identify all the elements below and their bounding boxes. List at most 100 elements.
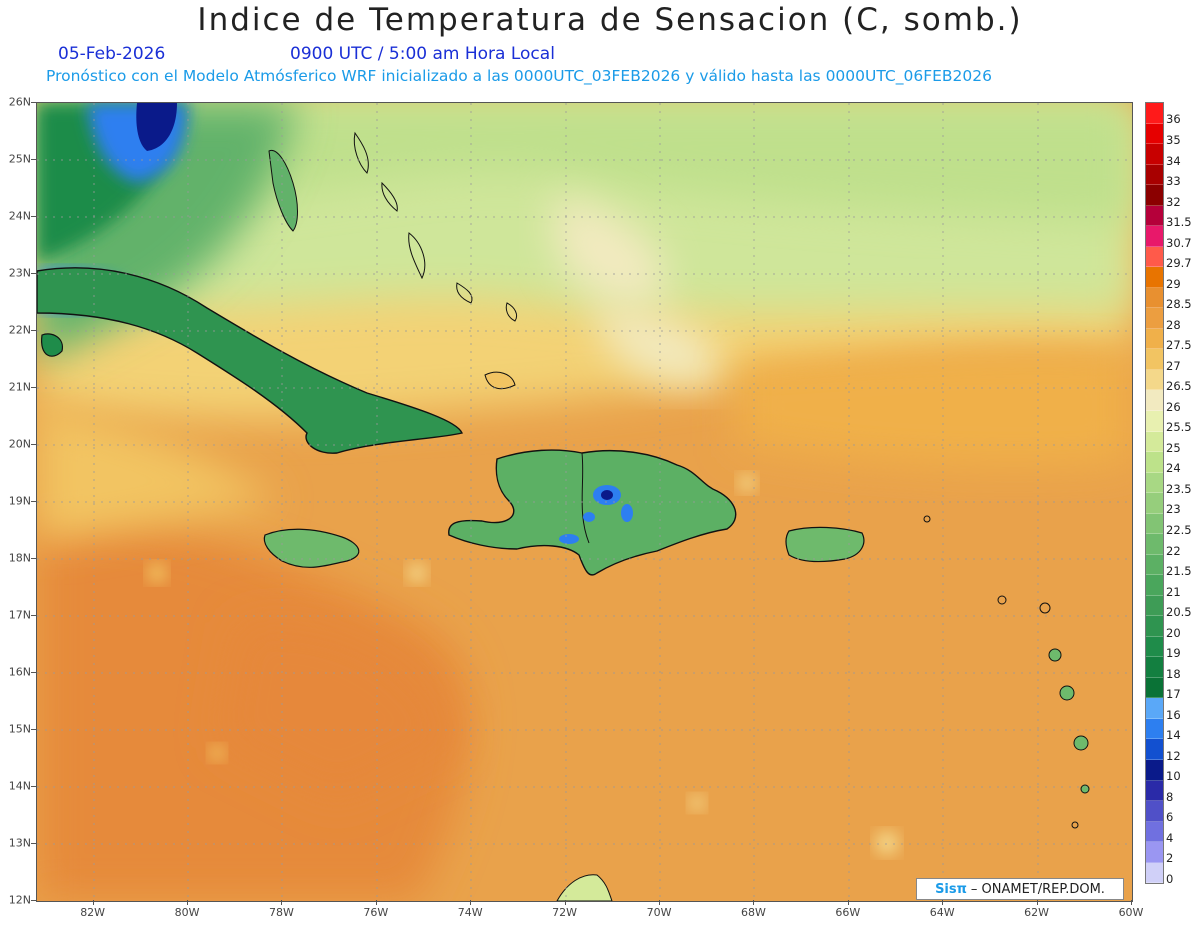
color-swatch [1146,718,1163,740]
color-label: 17 [1166,687,1181,702]
color-label: 24 [1166,461,1181,476]
color-swatch [1146,821,1163,843]
lat-label: 18N [8,551,31,565]
lon-label: 72W [552,906,578,919]
lat-tick [31,729,36,730]
color-label: 8 [1166,789,1174,804]
forecast-time: 0900 UTC / 5:00 am Hora Local [290,44,555,64]
color-label: 29.7 [1166,256,1192,271]
color-label: 27.5 [1166,338,1192,353]
lat-tick [31,786,36,787]
color-label: 28.5 [1166,297,1192,312]
lon-tick [659,900,661,905]
lat-label: 14N [8,779,31,793]
color-label: 27 [1166,358,1181,373]
color-swatch [1146,657,1163,678]
color-swatch [1146,246,1163,268]
credit-text: – ONAMET/REP.DOM. [970,881,1105,897]
lat-tick [31,159,36,160]
color-swatch [1146,308,1163,329]
lat-tick [31,843,36,844]
credit-brand: Sisπ [935,881,967,897]
color-swatch [1146,636,1163,658]
color-swatch [1146,452,1163,473]
lon-label: 78W [268,906,294,919]
lon-tick [564,900,566,905]
color-swatch [1146,677,1163,699]
color-label: 34 [1166,153,1181,168]
color-swatch [1146,739,1163,760]
color-swatch [1146,205,1163,227]
color-label: 23.5 [1166,481,1192,496]
color-swatch [1146,390,1163,411]
heat-index-map [36,102,1133,902]
color-swatch [1146,349,1163,370]
lat-tick [31,216,36,217]
color-swatch [1146,760,1163,781]
color-swatch [1146,267,1163,288]
color-label: 18 [1166,666,1181,681]
chart-title: Indice de Temperatura de Sensacion (C, s… [197,2,1023,38]
lon-label: 82W [80,906,106,919]
color-swatch [1146,103,1163,124]
credit-box: Sisπ – ONAMET/REP.DOM. [916,878,1124,900]
color-swatch [1146,842,1163,863]
lon-tick [281,900,283,905]
lon-tick [942,900,944,905]
lat-label: 19N [8,494,31,508]
lon-tick [187,900,189,905]
color-swatch [1146,185,1163,206]
color-label: 36 [1166,112,1181,127]
color-label: 16 [1166,707,1181,722]
color-swatch [1146,410,1163,432]
color-label: 20 [1166,625,1181,640]
lon-tick [847,900,849,905]
color-swatch [1146,144,1163,165]
color-swatch [1146,513,1163,535]
color-swatch [1146,780,1163,802]
lat-tick [31,501,36,502]
lat-tick [31,102,36,103]
forecast-date: 05-Feb-2026 [58,44,166,64]
color-swatch [1146,287,1163,309]
lat-tick [31,444,36,445]
lat-tick [31,900,36,901]
color-label: 22 [1166,543,1181,558]
color-label: 25.5 [1166,420,1192,435]
lat-tick [31,330,36,331]
lon-label: 62W [1024,906,1050,919]
color-swatch [1146,862,1163,884]
color-swatch [1146,226,1163,247]
lat-tick [31,615,36,616]
color-swatch [1146,472,1163,494]
color-label: 31.5 [1166,215,1192,230]
color-label: 19 [1166,646,1181,661]
color-label: 25 [1166,440,1181,455]
lat-label: 22N [8,323,31,337]
lat-label: 13N [8,836,31,850]
lon-label: 74W [457,906,483,919]
color-label: 32 [1166,194,1181,209]
lat-label: 17N [8,608,31,622]
color-swatch [1146,123,1163,145]
lat-label: 25N [8,152,31,166]
color-label: 26.5 [1166,379,1192,394]
color-label: 21.5 [1166,564,1192,579]
color-label: 4 [1166,830,1174,845]
lon-label: 66W [835,906,861,919]
color-label: 23 [1166,502,1181,517]
lon-tick [1131,900,1132,905]
color-swatch [1146,554,1163,576]
color-label: 29 [1166,276,1181,291]
color-bar-labels: 36 35 34 33 32 31.5 30.7 29.7 29 28.5 28 27.5 27 26.5… [1166,102,1200,885]
model-info: Pronóstico con el Modelo Atmósferico WRF… [46,67,992,85]
color-label: 6 [1166,810,1174,825]
lon-tick [753,900,755,905]
color-label: 21 [1166,584,1181,599]
lon-label: 70W [646,906,672,919]
color-label: 33 [1166,174,1181,189]
lon-label: 60W [1118,906,1144,919]
lat-label: 23N [8,266,31,280]
lon-tick [470,900,472,905]
color-label: 0 [1166,871,1174,886]
